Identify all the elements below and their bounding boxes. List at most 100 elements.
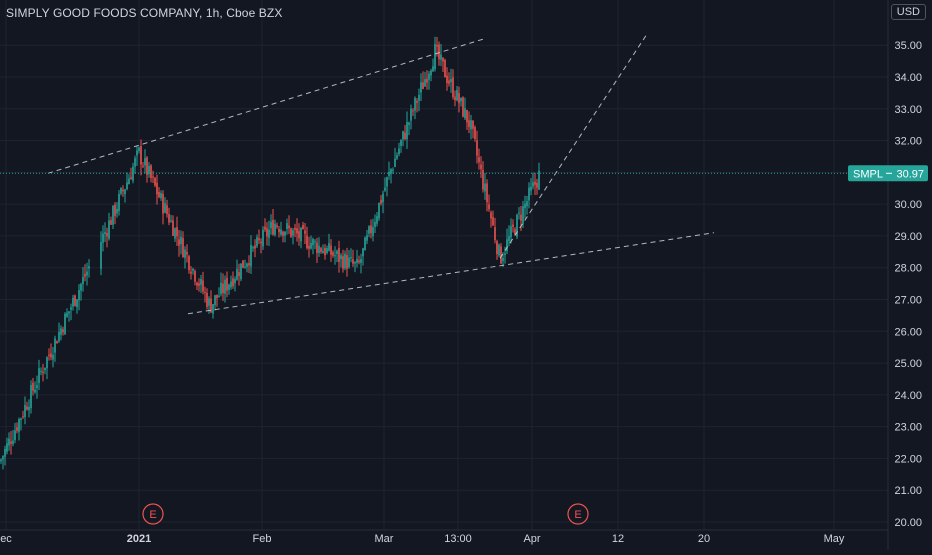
candle-body [380, 199, 382, 204]
earnings-marker[interactable]: E [142, 503, 164, 525]
candle-body [292, 230, 294, 236]
y-axis[interactable]: 35.0034.0033.0032.0031.0030.0029.0028.00… [894, 40, 922, 529]
candle-body [440, 54, 442, 60]
candle-body [228, 284, 230, 290]
candle-body [152, 176, 154, 178]
trend-line[interactable] [47, 38, 485, 174]
candle-body [422, 82, 424, 89]
candle-body [528, 187, 530, 201]
trend-line[interactable] [187, 232, 715, 315]
candle-body [482, 169, 484, 190]
y-tick-label: 21.00 [894, 485, 922, 497]
candle-body [510, 226, 512, 238]
candle-body [114, 204, 116, 216]
candle-body [254, 245, 256, 249]
trend-line[interactable] [499, 32, 649, 259]
candle-body [496, 241, 498, 255]
candle-body [202, 280, 204, 292]
candle-body [150, 165, 152, 178]
candle-body [532, 182, 534, 187]
candle-body [252, 247, 254, 249]
candle-body [134, 158, 136, 167]
candle-body [174, 228, 176, 239]
candle-body [200, 278, 202, 285]
x-tick-label: Feb [253, 533, 272, 545]
candle-body [188, 256, 190, 271]
candle-body [418, 94, 420, 101]
candle-body [264, 226, 266, 230]
candle-body [386, 177, 388, 187]
candle-body [382, 193, 384, 203]
candle-body [16, 427, 18, 431]
y-tick-label: 34.00 [894, 72, 922, 84]
candle-body [456, 90, 458, 101]
candle-body [308, 245, 310, 249]
candle-body [450, 79, 452, 83]
candle-body [0, 459, 2, 462]
candle-body [442, 57, 444, 62]
candle-body [86, 271, 88, 276]
candle-body [58, 331, 60, 342]
candle-body [194, 271, 196, 282]
earnings-circle [567, 503, 589, 525]
candle-body [88, 266, 90, 269]
candle-body [276, 225, 278, 227]
candle-body [232, 278, 234, 287]
candle-body [14, 430, 16, 441]
candle-body [84, 274, 86, 277]
currency-button[interactable]: USD [890, 4, 926, 20]
candle-body [504, 253, 506, 256]
y-tick-label: 29.00 [894, 231, 922, 243]
candle-body [522, 206, 524, 224]
candle-body [430, 70, 432, 76]
candle-body [296, 228, 298, 234]
candle-body [72, 297, 74, 307]
candle-body [68, 311, 70, 314]
y-tick-label: 24.00 [894, 390, 922, 402]
candle-body [328, 243, 330, 251]
candle-body [286, 223, 288, 229]
y-tick-label: 23.00 [894, 422, 922, 434]
candle-body [288, 225, 290, 229]
candle-body [248, 263, 250, 266]
earnings-marker[interactable]: E [567, 503, 589, 525]
candle-body [374, 222, 376, 227]
candle-body [416, 100, 418, 103]
candle-body [428, 73, 430, 80]
candle-body [138, 147, 140, 152]
candle-body [458, 93, 460, 104]
candle-body [224, 279, 226, 294]
candle-body [340, 255, 342, 260]
candle-body [474, 127, 476, 140]
candle-body [162, 194, 164, 214]
candle-body [472, 120, 474, 129]
candle-body [424, 79, 426, 87]
y-tick-label: 25.00 [894, 358, 922, 370]
candle-body [444, 59, 446, 78]
candle-body [270, 221, 272, 229]
candle-body [210, 298, 212, 313]
candle-body [208, 298, 210, 306]
candle-body [204, 291, 206, 293]
candle-body [336, 250, 338, 254]
price-tag-symbol: SMPL [853, 168, 883, 180]
candle-body [242, 260, 244, 268]
x-axis[interactable]: ec 2021 Feb Mar 13:00 Apr 12 20 May [0, 533, 845, 545]
candle-body [524, 203, 526, 209]
trend-lines[interactable] [47, 32, 715, 315]
candle-body [54, 338, 56, 353]
candle-body [260, 241, 262, 244]
candle-body [168, 214, 170, 223]
candle-body [48, 354, 50, 356]
candle-body [142, 165, 144, 167]
candle-body [294, 227, 296, 230]
candle-body [342, 256, 344, 269]
candle-body [100, 242, 102, 269]
candle-body [180, 236, 182, 245]
y-tick-label: 32.00 [894, 136, 922, 148]
candle-body [240, 263, 242, 280]
candle-body [158, 191, 160, 198]
